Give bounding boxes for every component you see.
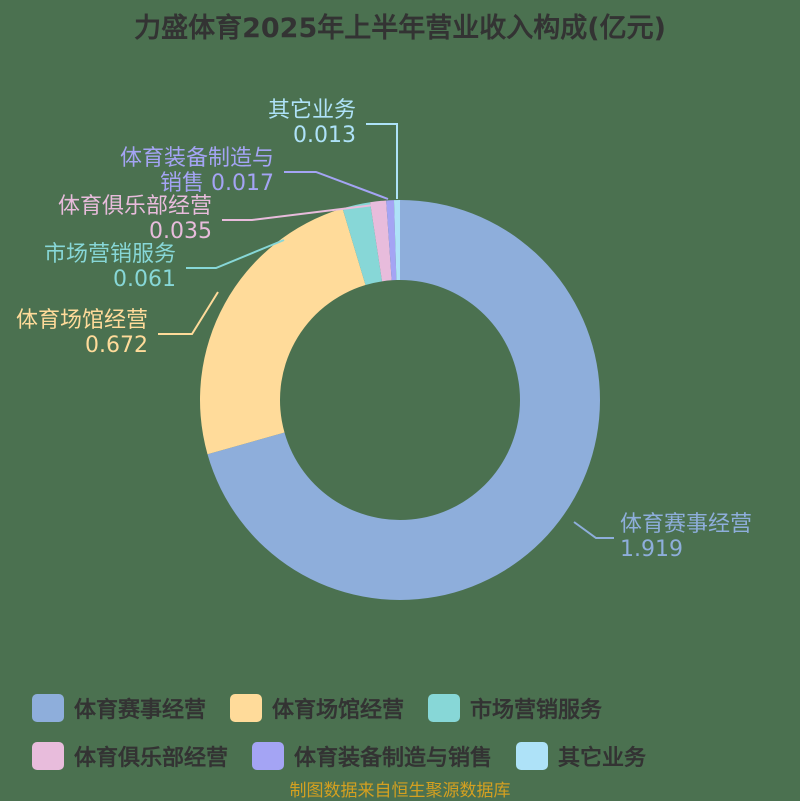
leader-line [158,291,219,335]
label-events: 体育赛事经营 1.919 [620,512,753,562]
donut-slice[interactable] [199,208,366,455]
swatch [32,694,64,722]
leader-line [222,204,375,221]
leader-line [366,123,398,199]
donut-slice[interactable] [393,200,400,281]
source-note: 制图数据来自恒生聚源数据库 [289,781,511,801]
leader-line [284,171,389,200]
legend-item-events[interactable]: 体育赛事经营 [32,692,206,724]
donut-slice[interactable] [370,200,392,282]
swatch [230,694,263,722]
swatch [252,742,285,770]
label-other: 其它业务 0.013 [267,98,356,148]
legend-item-venue[interactable]: 体育场馆经营 [230,692,404,724]
legend-item-other[interactable]: 其它业务 [516,740,646,772]
legend-item-marketing[interactable]: 市场营销服务 [428,692,602,724]
leader-line [186,239,285,269]
legend-item-equipment[interactable]: 体育装备制造与销售 [252,740,492,772]
swatch [516,742,549,770]
donut-slice[interactable] [207,200,600,600]
swatch [32,742,64,770]
legend-item-club[interactable]: 体育俱乐部经营 [32,740,228,772]
donut-slice[interactable] [342,202,383,286]
label-club: 体育俱乐部经营 0.035 [57,194,212,244]
label-marketing: 市场营销服务 0.061 [43,242,176,292]
label-equipment: 体育装备制造与 销售 0.017 [119,146,274,196]
chart-title: 力盛体育2025年上半年营业收入构成(亿元) [134,13,666,44]
swatch [428,694,461,722]
leader-line [573,521,614,539]
label-venue: 体育场馆经营 0.672 [15,308,148,358]
donut-slice[interactable] [386,200,397,281]
